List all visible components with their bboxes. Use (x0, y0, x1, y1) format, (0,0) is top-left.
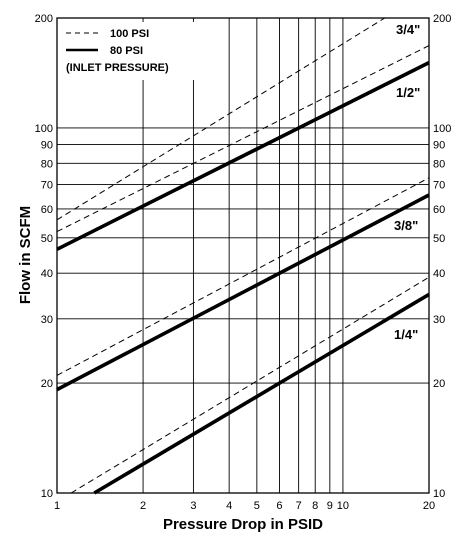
legend-entry-80psi: 80 PSI (110, 45, 143, 57)
curve-label-1-2: 1/2" (396, 85, 420, 100)
series-line-solid (56, 60, 430, 251)
y-tick-label-left: 40 (41, 268, 53, 280)
series-line-dashed (56, 17, 385, 221)
x-tick-label: 10 (337, 500, 349, 512)
x-tick-label: 1 (54, 500, 60, 512)
curve-label-3-8: 3/8" (394, 218, 418, 233)
x-tick-label: 7 (296, 500, 302, 512)
y-tick-label-left: 50 (41, 233, 53, 245)
x-tick-label: 9 (327, 500, 333, 512)
legend-note: (INLET PRESSURE) (66, 62, 169, 74)
y-tick-label-left: 60 (41, 204, 53, 216)
y-tick-label-left: 90 (41, 140, 53, 152)
y-tick-label-right: 90 (433, 140, 445, 152)
curve-label-1-4: 1/4" (394, 327, 418, 342)
legend-entry-100psi: 100 PSI (110, 28, 149, 40)
y-tick-label-right: 20 (433, 378, 445, 390)
x-tick-label: 2 (140, 500, 146, 512)
y-tick-label-right: 60 (433, 204, 445, 216)
series-line-solid (56, 193, 430, 392)
x-tick-label: 3 (190, 500, 196, 512)
series-line-solid (93, 292, 430, 495)
x-tick-label: 6 (276, 500, 282, 512)
series-line-dashed (70, 276, 430, 494)
x-tick-label: 20 (423, 500, 435, 512)
series-lines (56, 17, 430, 495)
y-tick-label-left: 10 (41, 488, 53, 500)
y-tick-label-right: 10 (433, 488, 445, 500)
y-tick-label-left: 200 (35, 13, 53, 25)
y-tick-label-right: 70 (433, 179, 445, 191)
y-tick-label-left: 30 (41, 314, 53, 326)
y-tick-label-left: 20 (41, 378, 53, 390)
y-tick-label-right: 30 (433, 314, 445, 326)
plot-frame (56, 17, 430, 494)
x-tick-label: 4 (226, 500, 232, 512)
y-tick-label-right: 80 (433, 158, 445, 170)
y-tick-label-right: 40 (433, 268, 445, 280)
x-tick-label: 5 (254, 500, 260, 512)
legend: 100 PSI 80 PSI (INLET PRESSURE) (62, 22, 204, 80)
x-tick-label: 8 (312, 500, 318, 512)
curve-label-3-4: 3/4" (396, 22, 420, 37)
y-axis-title: Flow in SCFM (17, 206, 34, 304)
y-tick-label-right: 200 (433, 13, 451, 25)
grid (57, 18, 429, 493)
y-tick-label-right: 100 (433, 123, 451, 135)
x-axis-title: Pressure Drop in PSID (163, 516, 323, 533)
y-tick-label-right: 50 (433, 233, 445, 245)
series-line-dashed (56, 177, 430, 376)
y-tick-label-left: 70 (41, 179, 53, 191)
y-tick-label-left: 80 (41, 158, 53, 170)
y-tick-label-left: 100 (35, 123, 53, 135)
